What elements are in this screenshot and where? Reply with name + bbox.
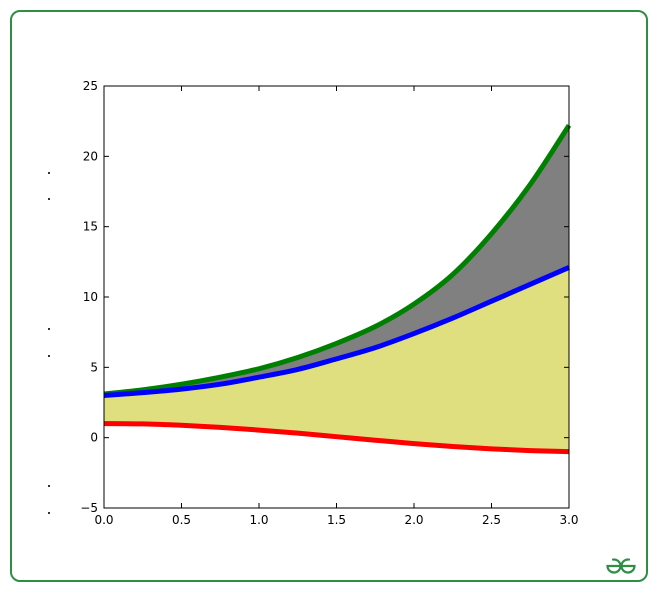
y-tick-label: 15: [83, 220, 98, 234]
margin-dot: [48, 355, 50, 357]
x-tick-label: 1.5: [327, 513, 346, 527]
x-tick-label: 3.0: [559, 513, 578, 527]
x-tick-label: 1.0: [249, 513, 268, 527]
fill-area-0: [104, 125, 569, 396]
x-tick-label: 0.0: [94, 513, 113, 527]
y-tick-label: 5: [90, 360, 98, 374]
margin-dot: [48, 198, 50, 200]
geeksforgeeks-logo-icon: [606, 558, 636, 574]
series-lines: [103, 124, 572, 455]
x-tick-label: 0.5: [172, 513, 191, 527]
x-tick-label: 2.5: [482, 513, 501, 527]
margin-dot: [48, 172, 50, 174]
x-tick-label: 2.0: [404, 513, 423, 527]
axis-ticks: 0.0 0.5 1.0 1.5 2.0 2.5 3.0 −5 0 5 10 15 20 25: [80, 79, 578, 527]
y-tick-label: 20: [83, 149, 98, 163]
margin-dot: [48, 485, 50, 487]
y-tick-label: 0: [90, 431, 98, 445]
y-tick-label: 10: [83, 290, 98, 304]
margin-dot: [48, 512, 50, 514]
series-line-0: [103, 124, 572, 397]
y-tick-label: 25: [83, 79, 98, 93]
margin-dot: [48, 328, 50, 330]
series-line-1: [103, 265, 570, 398]
fill-areas: [104, 125, 569, 452]
y-tick-label: −5: [80, 501, 98, 515]
series-line-2: [103, 421, 570, 455]
